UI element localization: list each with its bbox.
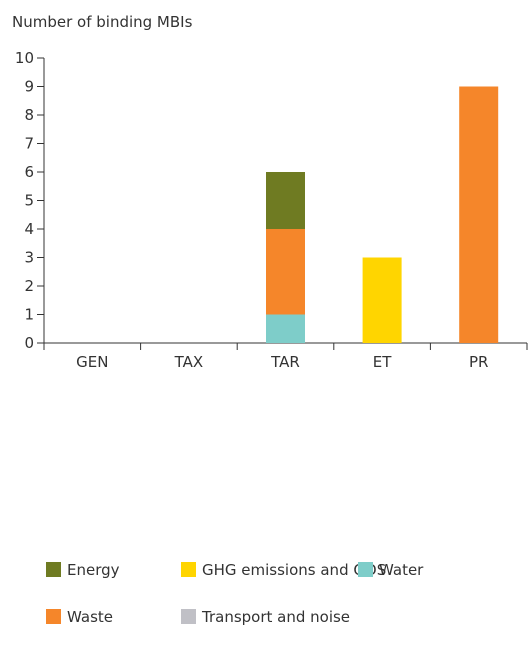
y-tick-label: 8 xyxy=(24,106,34,124)
legend-label: Waste xyxy=(67,608,113,626)
legend-swatch xyxy=(181,609,196,624)
x-axis: GEN TAX TAR ET PR xyxy=(43,342,528,371)
legend-swatch xyxy=(46,562,61,577)
chart-title: Number of binding MBIs xyxy=(12,13,193,31)
x-tick-label: TAR xyxy=(270,353,300,371)
y-tick-label: 7 xyxy=(24,135,34,153)
y-tick-label: 5 xyxy=(24,192,34,210)
legend-label: Water xyxy=(379,561,424,579)
y-tick-label: 0 xyxy=(24,334,34,352)
bar-tar-waste xyxy=(266,229,305,315)
legend-label: Transport and noise xyxy=(201,608,350,626)
y-tick-label: 9 xyxy=(24,78,34,96)
x-tick-label: PR xyxy=(469,353,488,371)
legend-swatch xyxy=(181,562,196,577)
bar-pr-waste xyxy=(459,86,499,343)
bar-et-ghg-emissions-and-ods xyxy=(362,257,402,343)
y-tick-label: 3 xyxy=(24,249,34,267)
x-tick-label: ET xyxy=(373,353,392,371)
bar-tar-energy xyxy=(266,172,305,229)
y-tick-label: 6 xyxy=(24,163,34,181)
y-tick-label: 1 xyxy=(24,306,34,324)
legend-label: Energy xyxy=(67,561,120,579)
x-tick-label: TAX xyxy=(174,353,204,371)
legend-swatch xyxy=(358,562,373,577)
legend-label: GHG emissions and ODS xyxy=(202,561,386,579)
y-tick-label: 2 xyxy=(24,277,34,295)
bar-tar-water xyxy=(266,314,305,343)
bars xyxy=(266,86,499,343)
y-tick-label: 4 xyxy=(24,220,34,238)
x-tick-label: GEN xyxy=(76,353,108,371)
y-axis: 0 1 2 3 4 5 6 7 8 9 10 xyxy=(15,49,45,352)
legend-swatch xyxy=(46,609,61,624)
y-tick-label: 10 xyxy=(15,49,34,67)
